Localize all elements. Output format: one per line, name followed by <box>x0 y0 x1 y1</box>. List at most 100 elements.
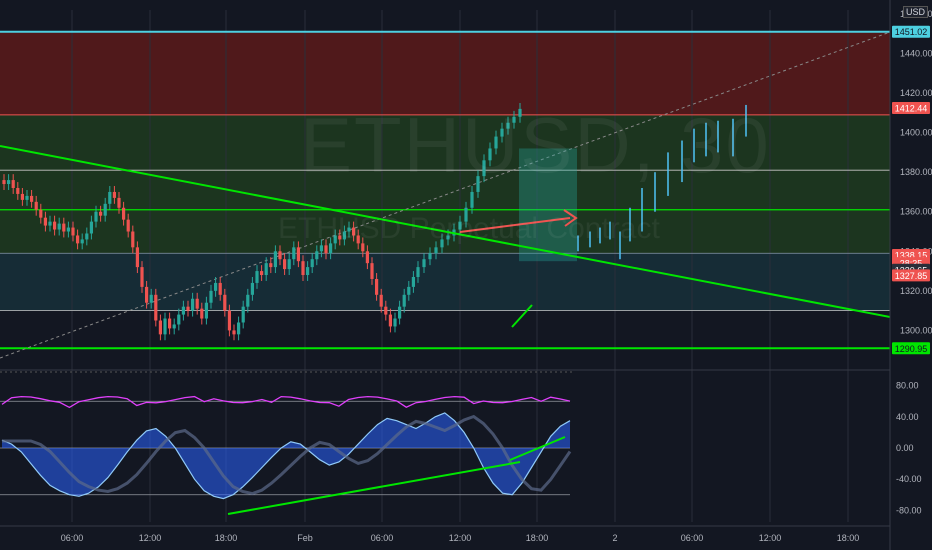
currency-label[interactable]: USD <box>903 6 929 18</box>
candle-body-94 <box>440 239 444 248</box>
osc-tick-label-0: 80.00 <box>896 381 919 391</box>
time-tick-label-5: 12:00 <box>449 533 472 543</box>
projection-box <box>519 148 577 262</box>
candle-body-1 <box>7 180 11 185</box>
candle-body-64 <box>296 247 300 262</box>
candle-body-62 <box>287 259 291 270</box>
candle-body-49 <box>227 310 231 331</box>
price-tick-label-8: 1300.00 <box>900 325 932 335</box>
candle-body-100 <box>476 176 480 192</box>
candle-body-98 <box>464 207 468 222</box>
candle-body-51 <box>237 322 241 335</box>
candle-body-91 <box>422 259 426 268</box>
candle-body-3 <box>16 188 20 194</box>
candle-body-38 <box>177 314 181 325</box>
price-zone-0 <box>0 31 890 115</box>
candle-body-92 <box>428 253 432 260</box>
candle-body-33 <box>154 294 158 321</box>
candle-body-44 <box>204 302 208 319</box>
candle-body-53 <box>246 294 250 307</box>
osc-momentum-line <box>1 395 571 409</box>
candle-body-69 <box>319 245 323 252</box>
candle-body-63 <box>292 247 296 260</box>
candle-body-28 <box>131 231 135 248</box>
candle-body-14 <box>66 227 70 232</box>
candle-body-18 <box>85 233 89 240</box>
candle-body-80 <box>370 263 374 279</box>
divergence-trendline <box>227 461 521 515</box>
candle-body-102 <box>488 148 492 161</box>
candle-body-26 <box>122 207 126 220</box>
candle-body-29 <box>135 247 139 268</box>
candle-body-66 <box>306 267 310 276</box>
candle-body-47 <box>218 282 222 295</box>
price-tag-6: 1290.95 <box>895 344 928 354</box>
descending-trendline <box>0 145 896 319</box>
time-tick-label-1: 12:00 <box>139 533 162 543</box>
candle-body-0 <box>2 180 6 185</box>
candle-body-36 <box>168 318 172 329</box>
candle-body-59 <box>273 251 277 268</box>
candle-body-87 <box>402 294 406 307</box>
candle-body-61 <box>283 259 287 270</box>
candle-body-50 <box>232 330 236 335</box>
candle-body-78 <box>361 243 365 252</box>
candle-body-13 <box>62 223 66 232</box>
osc-signal-line <box>2 414 572 496</box>
candle-body-84 <box>388 314 392 327</box>
candle-body-8 <box>39 209 43 218</box>
candle-body-19 <box>89 221 93 234</box>
candle-body-27 <box>126 219 130 232</box>
candle-body-41 <box>191 298 195 311</box>
candle-body-86 <box>398 306 402 319</box>
candle-body-55 <box>255 271 259 283</box>
candle-body-12 <box>57 223 61 230</box>
candle-body-24 <box>112 191 116 198</box>
price-zone-2 <box>0 253 890 311</box>
candle-body-104 <box>500 128 504 137</box>
time-tick-label-10: 18:00 <box>837 533 860 543</box>
price-tag-bg-6 <box>892 342 930 355</box>
price-tick-label-2: 1420.00 <box>900 88 932 98</box>
candle-body-68 <box>315 251 319 260</box>
candle-body-99 <box>470 191 474 208</box>
candle-body-88 <box>407 286 411 295</box>
candle-body-107 <box>518 108 522 117</box>
price-tick-label-3: 1400.00 <box>900 128 932 138</box>
price-tag-1: 1412.44 <box>895 104 928 114</box>
bounce-trendline <box>511 304 533 328</box>
candle-body-17 <box>80 239 84 244</box>
candle-body-93 <box>434 247 438 254</box>
osc-tick-label-4: -80.00 <box>896 505 922 515</box>
candle-body-105 <box>506 122 510 129</box>
candle-body-45 <box>209 290 213 303</box>
candle-body-6 <box>30 195 34 202</box>
candle-body-83 <box>384 306 388 315</box>
price-tag-bg-0 <box>892 25 930 38</box>
candle-body-56 <box>260 271 264 276</box>
candle-body-77 <box>356 235 360 244</box>
candle-body-71 <box>329 243 333 254</box>
candle-body-31 <box>145 286 149 303</box>
price-tag-bg-1 <box>892 102 930 115</box>
candle-body-34 <box>158 320 162 335</box>
candle-body-95 <box>446 235 450 240</box>
candle-body-4 <box>20 193 24 200</box>
candle-body-85 <box>393 318 397 327</box>
candle-body-52 <box>241 306 245 323</box>
candle-body-7 <box>34 201 38 210</box>
candle-body-35 <box>163 318 167 335</box>
candle-body-5 <box>25 195 29 200</box>
candle-body-79 <box>365 251 369 264</box>
price-tag-3: 28:35 <box>900 259 923 269</box>
candle-body-60 <box>278 251 282 260</box>
candle-body-23 <box>108 191 112 204</box>
candle-body-81 <box>375 278 379 295</box>
candle-body-89 <box>411 277 415 287</box>
candle-body-9 <box>43 217 47 226</box>
candle-body-72 <box>333 235 337 244</box>
candle-body-32 <box>149 294 153 303</box>
candle-body-58 <box>269 263 273 268</box>
price-tag-0: 1451.02 <box>895 27 928 37</box>
candle-body-42 <box>195 298 199 309</box>
